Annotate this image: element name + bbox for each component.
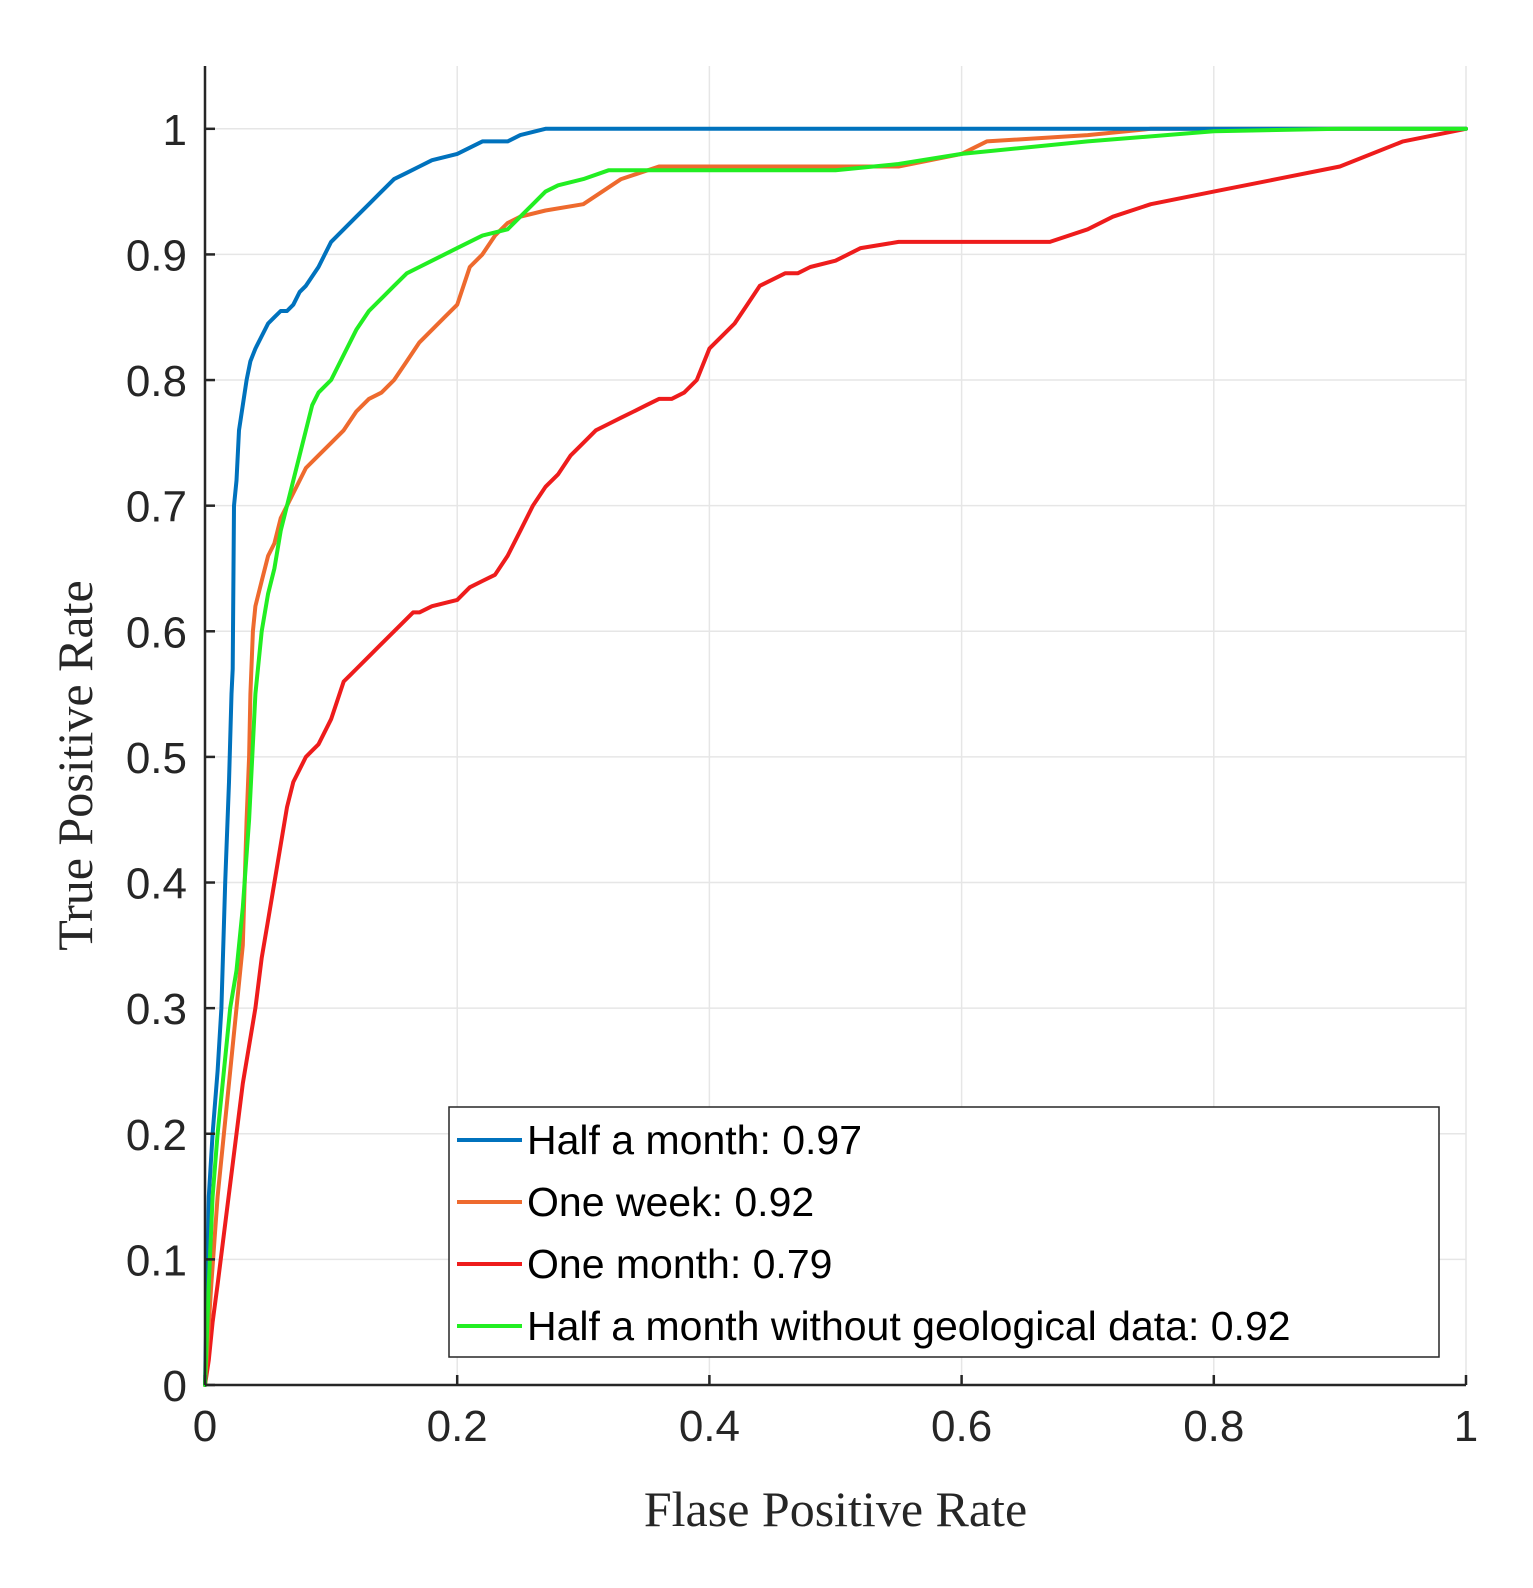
x-tick-label: 0.6 — [931, 1402, 992, 1451]
y-tick-label: 0.9 — [126, 231, 187, 280]
y-tick-label: 0.1 — [126, 1236, 187, 1285]
y-tick-label: 0.6 — [126, 608, 187, 657]
x-tick-label: 0.4 — [679, 1402, 740, 1451]
series-line-2 — [203, 126, 1468, 1387]
x-tick-label: 1 — [1454, 1402, 1478, 1451]
y-tick-label: 0.3 — [126, 985, 187, 1034]
legend: Half a month: 0.97 One week: 0.92 One mont… — [448, 1106, 1440, 1358]
legend-label: One month: 0.79 — [527, 1241, 832, 1287]
series-line-0 — [203, 126, 1468, 1387]
series-line-3 — [203, 126, 1468, 1387]
x-tick-label: 0.8 — [1183, 1402, 1244, 1451]
y-tick-label: 0.2 — [126, 1111, 187, 1160]
x-tick-labels: 0 0.2 0.4 0.6 0.8 1 — [193, 1375, 1478, 1451]
y-tick-label: 1 — [163, 106, 187, 155]
y-tick-label: 0.5 — [126, 734, 187, 783]
x-tick-label: 0.2 — [427, 1402, 488, 1451]
x-tick-label: 0 — [193, 1402, 217, 1451]
y-tick-labels: 0 0.1 0.2 0.3 0.4 0.5 0.6 0.7 0.8 0.9 1 — [126, 106, 215, 1411]
y-axis-title: True Positive Rate — [47, 580, 103, 950]
y-tick-label: 0.8 — [126, 357, 187, 406]
legend-label: Half a month without geological data: 0.… — [527, 1303, 1291, 1349]
y-tick-label: 0 — [163, 1362, 187, 1411]
legend-box — [448, 1106, 1440, 1358]
series-lines — [203, 126, 1468, 1387]
legend-label: Half a month: 0.97 — [527, 1117, 862, 1163]
legend-label: One week: 0.92 — [527, 1179, 814, 1225]
x-axis-title: Flase Positive Rate — [644, 1481, 1027, 1537]
axes — [203, 66, 1466, 1387]
series-line-1 — [203, 126, 1468, 1387]
y-tick-label: 0.7 — [126, 483, 187, 532]
y-tick-label: 0.4 — [126, 860, 187, 909]
